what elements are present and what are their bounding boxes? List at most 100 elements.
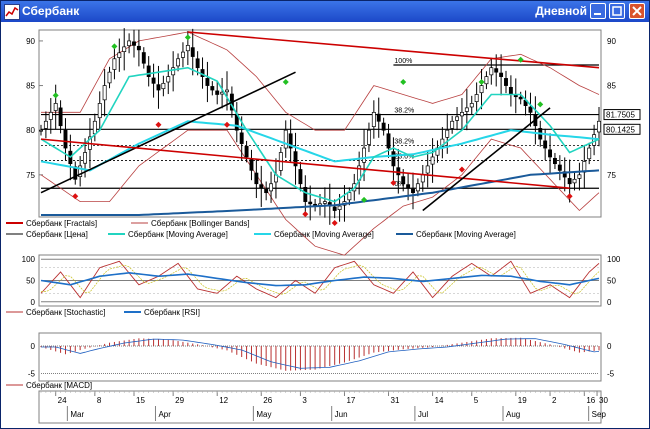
price-value-box xyxy=(603,123,641,135)
fractal-down-marker xyxy=(331,220,338,226)
price-value-box xyxy=(603,109,641,121)
price-bar-body xyxy=(499,72,504,77)
day-tick-label: 14 xyxy=(435,396,444,405)
price-bar-body xyxy=(171,67,176,76)
trend-line xyxy=(187,31,600,69)
legend-label: Сбербанк [Bollinger Bands] xyxy=(151,219,250,228)
legend-ma-mid: Сбербанк [Moving Average] xyxy=(254,230,374,239)
fractal-down-marker xyxy=(566,193,573,200)
price-bar-body xyxy=(112,58,117,70)
legend-ma-slow: Сбербанк [Moving Average] xyxy=(396,230,516,239)
price-bar-body xyxy=(347,192,352,201)
price-bar-body xyxy=(396,167,401,176)
price-bar-body xyxy=(244,145,249,158)
title-bar[interactable]: Сбербанк Дневной xyxy=(1,1,649,22)
price-bar-body xyxy=(249,159,254,171)
macd-signal-line xyxy=(41,338,600,369)
price-bar-body xyxy=(146,65,151,77)
rsi-line xyxy=(40,271,600,287)
price-bar-body xyxy=(185,45,190,52)
price-bar-body xyxy=(288,133,293,149)
ma-slow-line xyxy=(41,169,600,216)
price-bar-body xyxy=(494,68,499,73)
price-bar-body xyxy=(401,176,406,185)
price-bar-body xyxy=(577,174,582,179)
day-tick-label: 3 xyxy=(302,396,307,405)
minimize-icon xyxy=(594,13,601,15)
price-bar-body xyxy=(484,76,489,85)
price-bar-body xyxy=(48,111,53,120)
price-bar-body xyxy=(459,111,464,117)
price-bar-body xyxy=(552,157,557,165)
price-bar-body xyxy=(293,151,298,167)
fractal-up-marker xyxy=(400,79,407,86)
ma-mid-line xyxy=(40,120,600,172)
day-tick-label: 29 xyxy=(175,396,184,405)
price-bar-body xyxy=(63,129,68,149)
y-tick-label: 80 xyxy=(26,126,35,135)
price-bar-body xyxy=(381,122,386,131)
price-bar-body xyxy=(43,120,48,129)
legend-label: Сбербанк [RSI] xyxy=(144,308,200,317)
price-bar-body xyxy=(141,52,146,64)
price-bar-body xyxy=(303,186,308,202)
fractal-down-marker xyxy=(458,166,465,173)
fractal-up-marker xyxy=(537,101,544,108)
y-tick-label: 90 xyxy=(26,37,35,46)
fractal-up-marker xyxy=(52,92,59,99)
price-bar-body xyxy=(450,120,455,129)
chart-canvas[interactable]: 9090858580807575100%38.2%38.2%23.6%0%81.… xyxy=(1,22,649,428)
close-button[interactable] xyxy=(629,3,645,19)
price-value-label: 80.1425 xyxy=(606,125,635,134)
fractal-up-marker xyxy=(478,79,485,86)
price-bar-body xyxy=(83,152,88,164)
period-label[interactable]: Дневной xyxy=(535,4,587,18)
oscillator-layer: 100 100 50 50 0 0 xyxy=(22,255,621,307)
macd-layer: 0 0 -5 -5 xyxy=(28,337,615,379)
price-bar-body xyxy=(455,116,460,121)
day-tick-label: 26 xyxy=(263,396,272,405)
legend-label: Сбербанк [Цена] xyxy=(26,230,88,239)
price-bar-body xyxy=(102,85,107,101)
fractal-up-marker xyxy=(517,56,524,63)
price-bar-body xyxy=(166,76,171,83)
legend-stochastic: Сбербанк [Stochastic] xyxy=(6,308,106,317)
legend-macd: Сбербанк [MACD] xyxy=(6,381,92,390)
price-bar-body xyxy=(132,41,136,46)
price-bar-body xyxy=(440,138,445,147)
price-bar-body xyxy=(445,129,450,138)
price-bar-body xyxy=(504,78,508,86)
price-bar-body xyxy=(479,85,484,94)
price-bar-body xyxy=(474,94,479,102)
month-label: Aug xyxy=(506,410,520,419)
price-value-label: 81.7505 xyxy=(606,111,635,120)
price-bar-body xyxy=(406,184,411,189)
price-bar-body xyxy=(176,58,181,67)
month-label: Jul xyxy=(418,410,428,419)
maximize-button[interactable] xyxy=(609,3,625,19)
legend-rsi: Сбербанк [RSI] xyxy=(124,308,200,317)
fib-level-label: 38.2% xyxy=(394,138,414,145)
legend-fractals: Сбербанк [Fractals] xyxy=(6,219,97,228)
price-bar-body xyxy=(156,84,161,91)
fractal-down-marker xyxy=(224,121,230,128)
price-bar-body xyxy=(518,96,523,100)
price-bar-body xyxy=(572,178,577,184)
fractal-up-marker xyxy=(361,196,368,203)
price-panel xyxy=(38,29,602,218)
price-bar-body xyxy=(107,71,112,84)
day-tick-label: 8 xyxy=(97,396,102,405)
minimize-button[interactable] xyxy=(590,3,606,19)
fib-level-label: 0% xyxy=(394,181,404,188)
price-bar-body xyxy=(161,82,166,90)
price-bar-body xyxy=(298,169,303,185)
legend-label: Сбербанк [Moving Average] xyxy=(416,230,516,239)
price-bar-body xyxy=(548,149,553,158)
price-bar-body xyxy=(180,51,185,58)
price-bar-body xyxy=(337,205,342,210)
osc-tick-label: 50 xyxy=(26,277,35,286)
price-bar-body xyxy=(464,107,469,112)
legend-label: Сбербанк [Stochastic] xyxy=(26,308,106,317)
price-bar-body xyxy=(92,120,97,135)
osc-tick-label: 100 xyxy=(22,255,36,264)
